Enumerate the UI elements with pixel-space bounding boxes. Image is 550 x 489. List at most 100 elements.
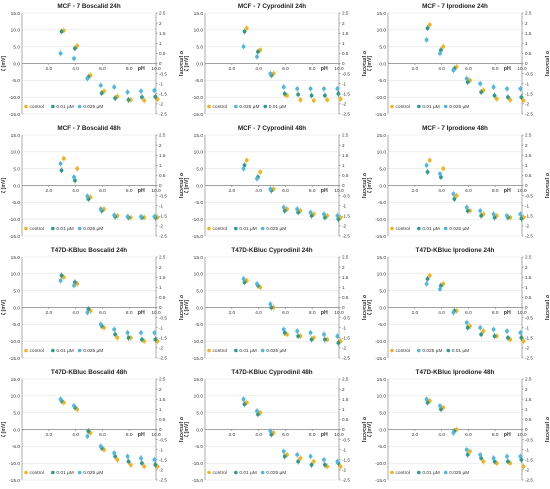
legend-label: control (213, 226, 227, 232)
data-point (59, 29, 64, 34)
y2-tick-label: 0 (525, 427, 528, 432)
legend-label: control (213, 104, 227, 110)
data-point (425, 276, 430, 281)
x-tick-label: 4.0 (438, 188, 445, 194)
data-point (298, 456, 303, 461)
data-point (519, 95, 524, 100)
y2-tick-label: 1 (342, 407, 345, 412)
x-tick-label: 2.0 (411, 188, 418, 194)
data-point (478, 325, 483, 330)
legend-marker (260, 470, 265, 475)
y2-tick-label: 1.5 (525, 31, 532, 36)
y2-tick-label: 0.5 (342, 295, 349, 300)
legend-label: 0.01 µM (452, 348, 469, 354)
y-tick-label: 5.0 (196, 410, 203, 416)
y-tick-label: 15.0 (194, 11, 204, 17)
x-tick-label: 4.0 (72, 432, 79, 438)
x-tick-label: 10.0 (334, 432, 344, 438)
y-axis-label: ζ [mV] (367, 178, 373, 194)
chart-svg: T47D-KBluc Cyprodinil 24h 15.0 10.0 5.0 0.0 -… (184, 247, 366, 362)
data-point (282, 454, 287, 459)
data-point (140, 337, 144, 342)
data-point (152, 88, 157, 93)
data-point (58, 51, 63, 56)
legend-marker (24, 348, 28, 353)
chart-svg: T47D-KBluc Boscalid 24h 15.0 10.0 5.0 0.0 -5.… (1, 247, 183, 362)
data-point (335, 213, 340, 218)
data-point (242, 163, 247, 168)
y2-tick-label: 0 (342, 427, 345, 432)
y2-tick-label: 0.5 (342, 417, 349, 422)
legend-label: control (396, 348, 410, 354)
y2-tick-label: 2 (342, 387, 345, 392)
x-axis-label: pH (321, 188, 328, 194)
chart-panel: T47D-KBluc Boscalid 48h 15.0 10.0 5.0 0.0 -5.… (0, 366, 183, 488)
x-tick-label: 2.0 (228, 310, 235, 316)
data-point (255, 282, 259, 286)
data-point (295, 329, 300, 333)
data-point (425, 400, 430, 405)
y2-tick-label: -1 (342, 203, 347, 208)
legend-label: 0.01 µM (422, 226, 439, 232)
x-tick-label: 8.0 (126, 188, 133, 194)
data-point (296, 92, 301, 97)
x-tick-label: 2.0 (228, 66, 235, 72)
data-point (142, 98, 147, 103)
y-axis-label: ζ [mV] (184, 178, 190, 194)
y2-tick-label: -1.5 (342, 92, 350, 97)
y2-tick-label: -1 (159, 81, 164, 86)
y2-tick-label: -0.5 (159, 437, 167, 442)
y2-tick-label: -1.5 (159, 214, 167, 219)
data-point (72, 175, 76, 179)
y-tick-label: 5.0 (379, 44, 386, 50)
y-tick-label: -15.0 (9, 478, 20, 484)
y2-tick-label: -0.5 (525, 193, 533, 198)
y2-tick-label: 0.5 (525, 173, 532, 178)
x-tick-label: 2.0 (45, 66, 52, 72)
y-tick-label: -5.0 (195, 78, 204, 84)
y-axis-label: ζ [mV] (367, 56, 373, 72)
y2-axis-label: σ [mS/cm] (544, 295, 549, 321)
data-point (153, 94, 158, 99)
y-tick-label: 10.0 (11, 394, 21, 400)
data-point (479, 213, 484, 218)
chart-panel: MCF - 7 Boscalid 48h 15.0 10.0 5.0 0.0 -5.0 -1… (0, 122, 183, 244)
y-tick-label: -10.0 (375, 461, 386, 467)
x-tick-label: 4.0 (255, 188, 262, 194)
y2-tick-label: 0 (159, 305, 162, 310)
y2-tick-label: -0.5 (342, 71, 350, 76)
data-point (258, 170, 263, 174)
y2-tick-label: -2 (159, 224, 164, 229)
legend-marker (207, 104, 211, 109)
data-point (441, 44, 446, 49)
data-point (98, 207, 103, 211)
y-tick-label: 5.0 (196, 288, 203, 294)
x-tick-label: 8.0 (126, 310, 133, 316)
data-point (115, 335, 120, 340)
y2-axis-label: σ [mS/cm] (361, 173, 366, 199)
y2-tick-label: -1.5 (159, 92, 167, 97)
x-tick-label: 8.0 (492, 66, 499, 72)
data-point (58, 278, 63, 283)
data-point (322, 332, 326, 337)
y2-tick-label: -1 (525, 325, 530, 330)
data-point (323, 462, 327, 467)
x-tick-label: 8.0 (492, 188, 499, 194)
y2-tick-label: -1.5 (159, 458, 167, 463)
chart-svg: T47D-KBluc Boscalid 48h 15.0 10.0 5.0 0.0 -5.… (1, 369, 183, 484)
x-tick-label: 2.0 (45, 310, 52, 316)
y-tick-label: 5.0 (379, 166, 386, 172)
legend-label: 0.01 µM (269, 104, 286, 110)
legend-marker (390, 470, 394, 475)
chart-svg: MCF - 7 Cyprodinil 48h 15.0 10.0 5.0 0.0 -5.0… (184, 125, 366, 240)
legend-label: 0.025 µM (83, 226, 103, 232)
y2-tick-label: -0.5 (525, 315, 533, 320)
x-tick-label: 4.0 (72, 310, 79, 316)
data-point (492, 334, 497, 339)
data-point (309, 93, 314, 98)
chart-svg: MCF - 7 Boscalid 48h 15.0 10.0 5.0 0.0 -5.0 -1… (1, 125, 183, 240)
y-tick-label: 5.0 (379, 288, 386, 294)
data-point (518, 454, 523, 459)
data-point (505, 329, 509, 333)
data-point (281, 449, 286, 454)
